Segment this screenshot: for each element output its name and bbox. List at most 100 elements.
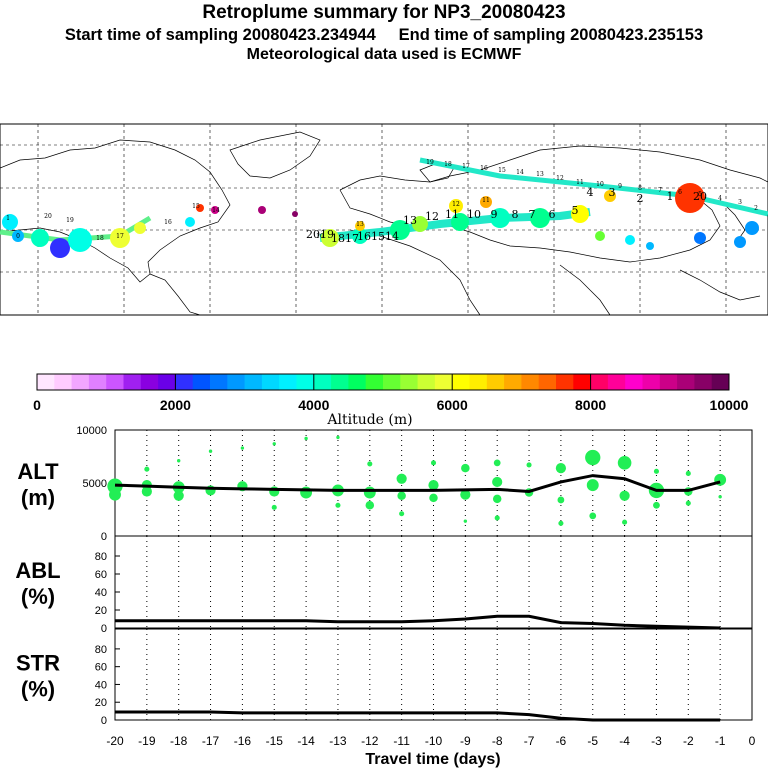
colorbar-swatch xyxy=(210,374,228,390)
colorbar-tick-label: 4000 xyxy=(298,397,329,413)
scatter-point xyxy=(335,502,341,508)
trajectory-day-label: 11 xyxy=(482,197,490,204)
panel-ylabel: STR xyxy=(16,651,60,676)
colorbar-swatch xyxy=(573,374,592,390)
scatter-point xyxy=(208,449,213,453)
altitude-colorbar: 0 2000 4000 6000 8000 10000 xyxy=(33,373,749,413)
x-tick-label: -14 xyxy=(297,734,315,748)
panel-ylabel: ALT xyxy=(17,459,59,484)
colorbar-swatch xyxy=(625,374,643,390)
y-tick-label: 60 xyxy=(95,569,107,581)
trajectory-day-label: 13 xyxy=(356,221,364,228)
x-tick-label: -4 xyxy=(619,734,630,748)
colorbar-swatch xyxy=(417,374,436,390)
x-tick-label: -3 xyxy=(651,734,662,748)
colorbar-swatch xyxy=(54,374,73,390)
chart-title: Retroplume summary for NP3_20080423 xyxy=(202,2,566,23)
colorbar-swatch xyxy=(88,374,107,390)
colorbar-tick-label: 0 xyxy=(33,397,41,413)
trajectory-day-label: 12 xyxy=(452,201,460,208)
x-tick-label: -17 xyxy=(202,734,220,748)
trajectory-point xyxy=(31,229,49,247)
trajectory-day-label: 5 xyxy=(572,204,579,217)
x-tick-label: -9 xyxy=(460,734,471,748)
x-tick-label: -16 xyxy=(234,734,252,748)
colorbar-label: Altitude (m) xyxy=(326,412,412,428)
scatter-point xyxy=(304,436,308,441)
x-tick-label: -11 xyxy=(393,734,410,748)
scatter-point xyxy=(492,494,502,504)
scatter-point xyxy=(526,462,532,468)
scatter-point xyxy=(653,501,660,509)
panel-ylabel: ABL xyxy=(15,558,60,583)
trajectory-day-label: 18 xyxy=(444,161,452,168)
scatter-point xyxy=(109,488,121,501)
series-line xyxy=(115,614,721,630)
trajectory-point xyxy=(571,205,589,223)
scatter-point xyxy=(399,511,405,517)
scatter-point xyxy=(617,456,632,470)
trajectory-point xyxy=(675,183,705,213)
colorbar-swatch xyxy=(158,374,176,390)
trajectory-point xyxy=(734,236,746,248)
y-tick-label: 0 xyxy=(101,715,107,727)
trajectory-day-label: 17 xyxy=(462,163,470,170)
scatter-point xyxy=(428,480,439,491)
trajectory-day-label: 19 xyxy=(66,217,74,224)
trajectory-point xyxy=(694,232,706,244)
scatter-point xyxy=(336,435,340,440)
colorbar-swatch xyxy=(37,374,55,390)
trajectory-point xyxy=(625,235,635,245)
scatter-point xyxy=(397,491,406,500)
scatter-point xyxy=(555,463,567,474)
y-tick-label: 20 xyxy=(95,605,107,617)
trajectory-day-label: 9 xyxy=(491,208,498,221)
trajectory-day-label: 14 xyxy=(212,207,220,214)
scatter-point xyxy=(622,519,628,525)
colorbar-swatch xyxy=(400,374,419,390)
colorbar-swatch xyxy=(71,374,90,390)
scatter-point xyxy=(619,490,630,501)
trajectory-point xyxy=(211,206,219,214)
coastline xyxy=(339,145,768,191)
trajectory-point xyxy=(12,230,24,242)
trajectory-day-label: 12 xyxy=(425,210,439,223)
y-tick-label: 0 xyxy=(101,531,107,543)
series-line xyxy=(114,474,721,493)
trajectory-day-label: 18 xyxy=(96,235,104,242)
trajectory-day-label: 3 xyxy=(609,186,616,199)
colorbar-swatch xyxy=(504,374,522,390)
y-tick-label: 80 xyxy=(95,551,107,563)
trajectory-day-label: 15 xyxy=(498,167,506,174)
trajectory-point xyxy=(292,211,298,217)
trajectory-point xyxy=(530,208,550,228)
colorbar-tick-label: 8000 xyxy=(575,397,606,413)
colorbar-tick-label: 10000 xyxy=(710,397,749,413)
trajectory-point xyxy=(2,214,18,230)
panel-abl: 0 20 40 60 80 ABL(%) xyxy=(15,535,753,635)
scatter-point xyxy=(493,459,501,467)
scatter-point xyxy=(558,520,564,526)
panel-ylabel: (%) xyxy=(21,677,55,702)
scatter-point xyxy=(653,468,659,474)
scatter-point xyxy=(586,479,599,492)
x-tick-label: -6 xyxy=(556,734,567,748)
colorbar-swatch xyxy=(175,374,194,390)
panel-ylabel: (m) xyxy=(21,485,55,510)
scatter-point xyxy=(271,504,277,510)
trajectory-point xyxy=(352,228,368,244)
colorbar-swatch xyxy=(711,374,730,390)
colorbar-swatch xyxy=(106,374,124,390)
trajectory-day-label: 13 xyxy=(403,214,417,227)
trajectory-point xyxy=(646,242,654,250)
coastline xyxy=(229,131,321,179)
x-tick-label: -10 xyxy=(425,734,443,748)
trajectory-point xyxy=(604,190,616,202)
scatter-point xyxy=(272,442,276,446)
colorbar-frame xyxy=(36,373,730,391)
x-tick-label: -12 xyxy=(361,734,379,748)
series-line xyxy=(115,710,721,722)
